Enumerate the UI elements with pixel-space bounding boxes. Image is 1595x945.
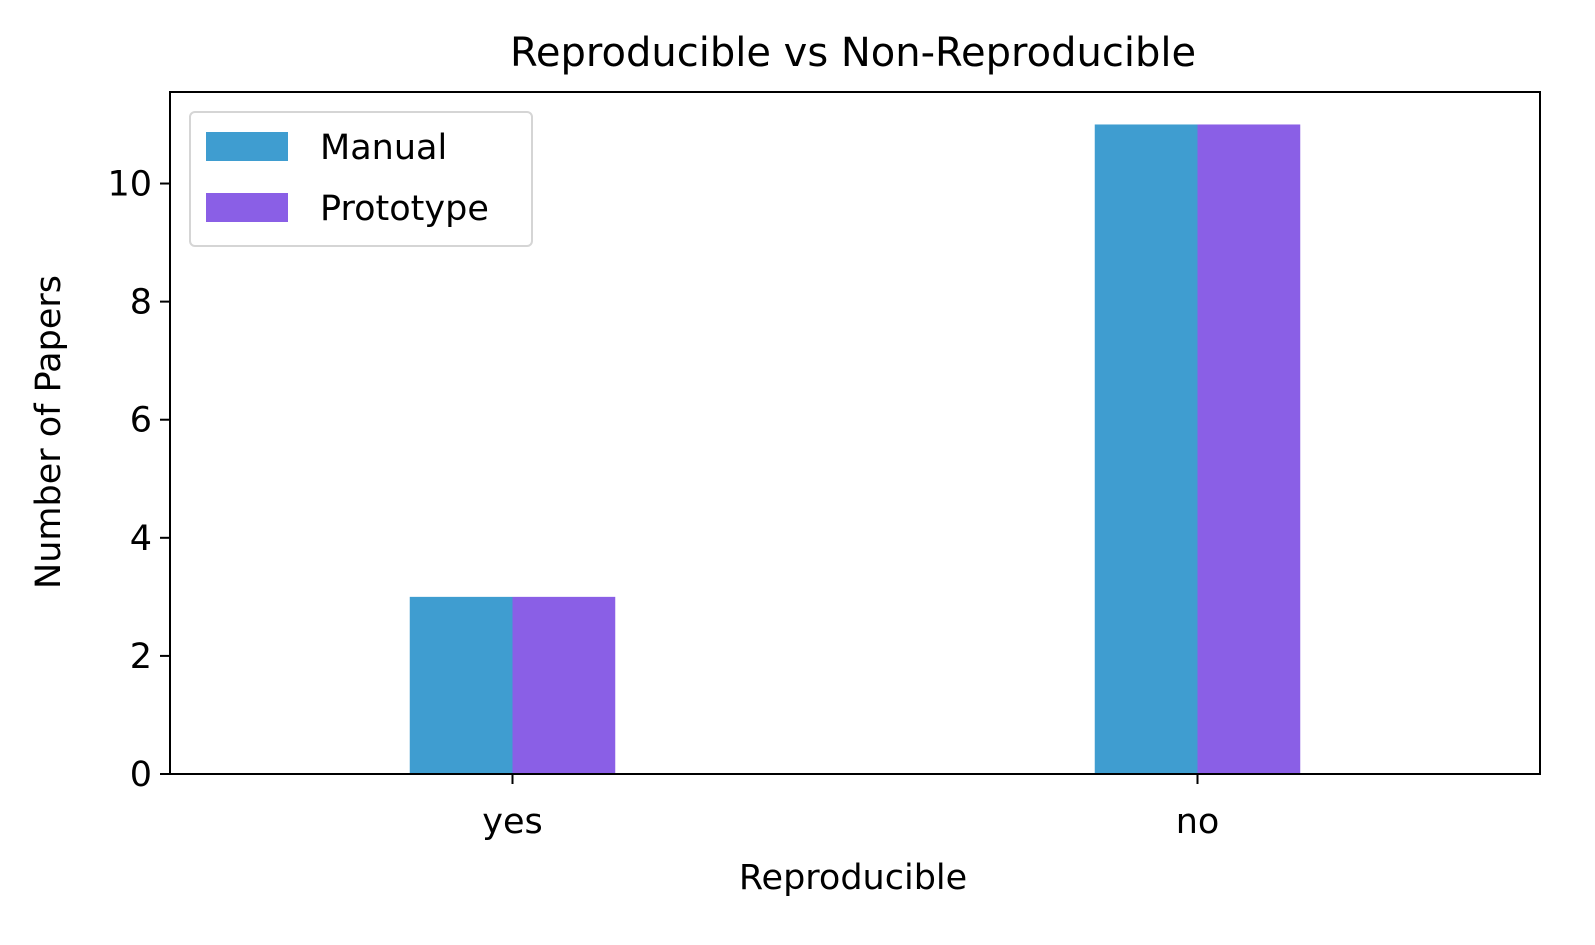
x-tick-label: yes [482,802,542,842]
legend: Manual Prototype [189,111,533,247]
x-axis-label: Reproducible [739,858,967,898]
legend-label-manual: Manual [320,128,447,168]
bars-group [409,124,1301,774]
y-axis-label: Number of Papers [29,275,69,589]
bar-prototype-yes [512,596,616,774]
y-tick-label: 8 [130,283,152,323]
legend-label-prototype: Prototype [320,189,489,229]
y-tick-label: 2 [130,637,152,677]
plot-frame [169,91,1541,775]
y-tick-label: 10 [107,165,152,205]
y-tick-label: 4 [130,519,152,559]
x-tick-label: no [1176,802,1220,842]
chart-title: Reproducible vs Non-Reproducible [510,30,1196,76]
axes-group: 0 2 4 6 8 10 yes no [107,91,1541,842]
bar-manual-yes [409,596,513,774]
legend-swatch-prototype [206,193,288,222]
bar-manual-no [1094,124,1198,774]
legend-swatch-manual [206,132,288,161]
bar-prototype-no [1197,124,1301,774]
y-tick-label: 0 [130,755,152,795]
y-tick-label: 6 [130,401,152,441]
